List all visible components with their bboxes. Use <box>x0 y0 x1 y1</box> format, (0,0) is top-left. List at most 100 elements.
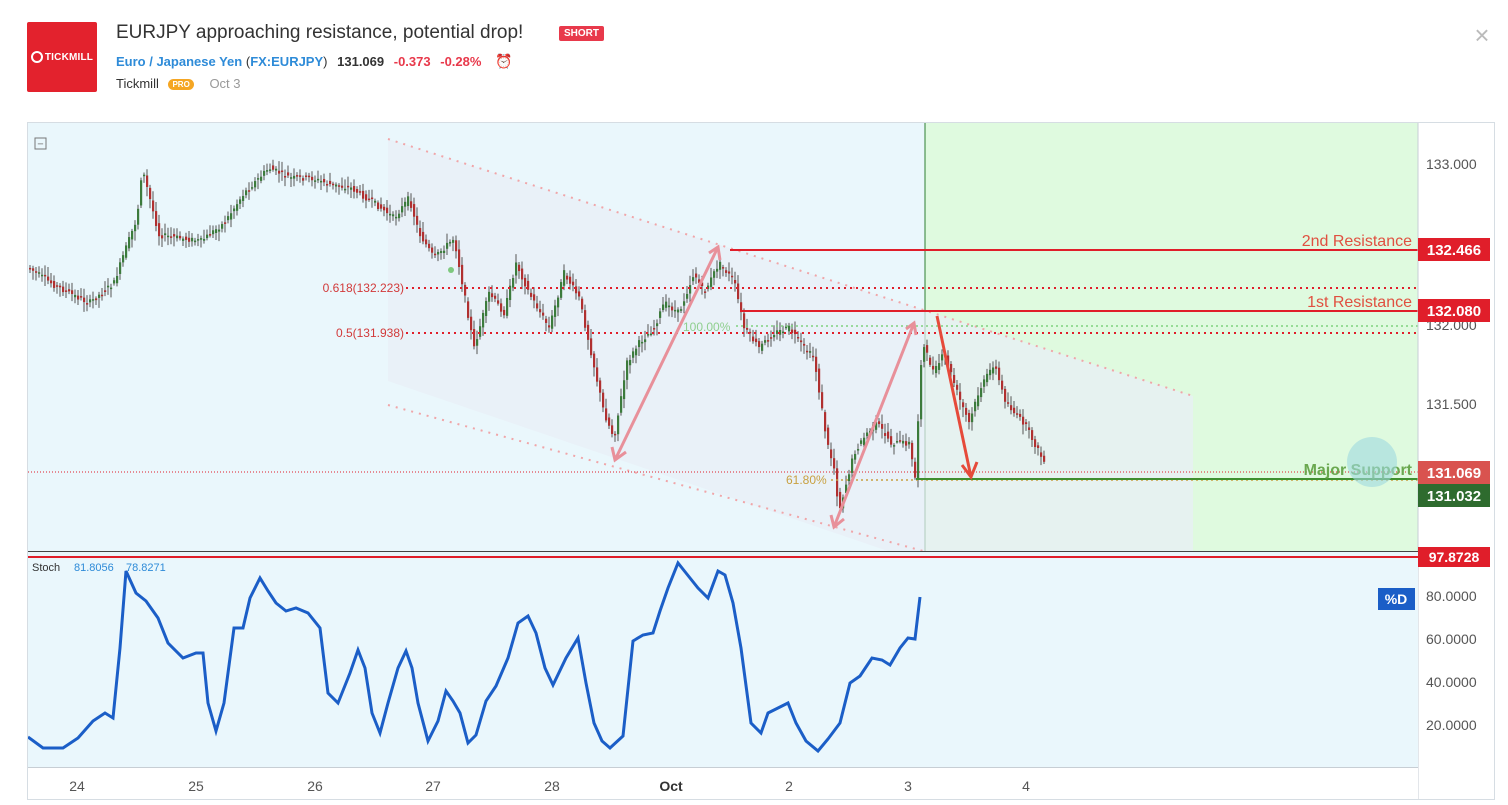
candle-body <box>845 484 848 493</box>
candle-body <box>929 357 932 365</box>
candle-body <box>839 491 842 509</box>
candle-body <box>974 401 977 412</box>
candle-body <box>176 235 179 239</box>
candle-body <box>800 340 803 343</box>
swing-arrow-1-head-b <box>708 244 722 261</box>
candle-body <box>1037 445 1040 449</box>
candle-body <box>545 318 548 323</box>
close-icon[interactable]: × <box>1474 20 1490 50</box>
candle-body <box>512 278 515 288</box>
candle-body <box>1001 380 1004 390</box>
candle-body <box>896 441 899 443</box>
candle-body <box>863 437 866 446</box>
candle-body <box>158 223 161 237</box>
stoch-pane[interactable] <box>28 552 1418 767</box>
candle-body <box>680 309 683 311</box>
second-resistance-label: 2nd Resistance <box>1302 233 1412 250</box>
collapse-icon[interactable] <box>34 137 47 150</box>
candle-body <box>584 310 587 328</box>
candle-body <box>452 239 455 243</box>
symbol-code-link[interactable]: FX:EURJPY <box>250 54 324 69</box>
candle-body <box>575 286 578 294</box>
candle-body <box>998 367 1001 381</box>
swing-arrow-2-head-b <box>905 320 918 336</box>
candle-body <box>362 190 365 199</box>
candle-body <box>521 268 524 280</box>
candle-body <box>653 328 656 330</box>
candle-body <box>704 291 707 293</box>
author-name[interactable]: Tickmill <box>116 76 159 91</box>
candle-body <box>392 214 395 217</box>
candle-body <box>353 186 356 192</box>
first-resistance-price-tag <box>1418 299 1490 322</box>
candle-body <box>527 280 530 290</box>
candle-body <box>485 301 488 317</box>
candle-body <box>53 280 56 288</box>
stoch-price-value: 97.8728 <box>1429 549 1480 565</box>
candle-body <box>179 235 182 239</box>
chart-container[interactable]: 0.618(132.223) 0.5(131.938) 100.00% 61.8… <box>27 122 1495 800</box>
chart-svg[interactable]: 0.618(132.223) 0.5(131.938) 100.00% 61.8… <box>27 123 1494 799</box>
candle-body <box>437 251 440 255</box>
candle-body <box>308 175 311 178</box>
stoch-line <box>27 560 922 754</box>
candle-body <box>275 168 278 171</box>
candle-body <box>647 334 650 336</box>
candle-body <box>434 253 437 256</box>
time-label-2: 2 <box>785 778 793 794</box>
candle-body <box>707 285 710 289</box>
candle-body <box>197 239 200 241</box>
candle-body <box>80 296 83 298</box>
candle-body <box>689 285 692 294</box>
candle-body <box>110 287 113 290</box>
candle-body <box>932 365 935 370</box>
candle-body <box>671 306 674 311</box>
candle-body <box>563 270 566 286</box>
candle-body <box>551 315 554 329</box>
candle-body <box>341 185 344 188</box>
candle-body <box>203 238 206 241</box>
candle-body <box>446 242 449 249</box>
drop-arrow-shaft <box>935 315 973 478</box>
author-line: Tickmill PRO Oct 3 <box>116 76 241 91</box>
candle-body <box>47 276 50 281</box>
candle-body <box>743 313 746 329</box>
candle-body <box>809 351 812 353</box>
candle-body <box>659 311 662 318</box>
tickmill-logo[interactable]: TICKMILL <box>27 22 97 92</box>
candle-body <box>953 374 956 384</box>
candle-body <box>764 340 767 343</box>
candle-body <box>431 247 434 253</box>
candle-body <box>443 250 446 254</box>
candle-body <box>665 301 668 308</box>
last-price: 131.069 <box>337 54 385 69</box>
candle-body <box>830 449 833 459</box>
time-axis[interactable] <box>28 767 1418 799</box>
candle-body <box>968 413 971 423</box>
candle-body <box>368 198 371 201</box>
candle-body <box>230 213 233 220</box>
candle-body <box>812 355 815 358</box>
stoch-d-value: 78.8271 <box>126 562 166 574</box>
candle-body <box>293 175 296 179</box>
candle-body <box>686 293 689 299</box>
cursor-highlight <box>1347 437 1397 487</box>
candle-body <box>755 338 758 343</box>
symbol-name-link[interactable]: Euro / Japanese Yen <box>116 54 243 69</box>
candle-body <box>83 297 86 303</box>
time-label-oct: Oct <box>659 778 683 794</box>
alarm-clock-icon[interactable]: ⏰ <box>495 53 513 69</box>
candle-body <box>818 368 821 393</box>
candle-body <box>530 292 533 297</box>
candle-body <box>884 433 887 436</box>
candle-body <box>587 324 590 340</box>
candle-body <box>623 380 626 400</box>
drop-arrow-head <box>960 461 979 481</box>
candle-body <box>491 293 494 298</box>
candle-body <box>971 413 974 423</box>
candlestick-series <box>29 159 1046 513</box>
candle-body <box>206 234 209 239</box>
candle-body <box>467 301 470 318</box>
candle-body <box>494 295 497 299</box>
candle-body <box>548 325 551 328</box>
